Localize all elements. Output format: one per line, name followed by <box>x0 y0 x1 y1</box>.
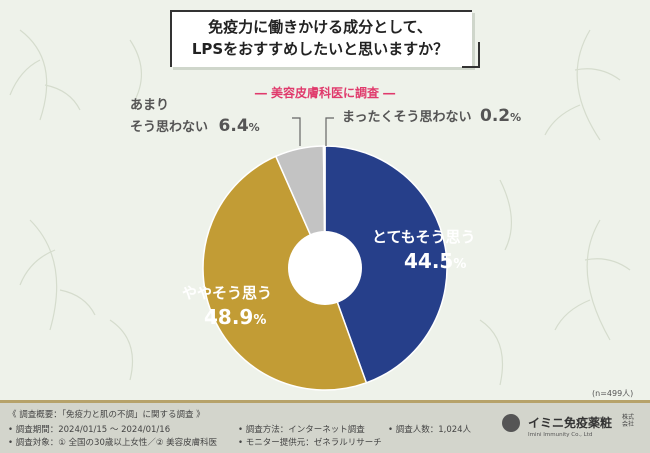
logo-name: イミニ免疫薬粧 <box>528 416 613 430</box>
label-mattaku: まったくそう思わない 0.2% <box>342 106 521 126</box>
slice-yaya <box>202 155 368 391</box>
footer-target: • 調査対象：① 全国の30歳以上女性／② 美容皮膚科医 <box>8 438 218 448</box>
label-yaya-percent: % <box>253 313 267 328</box>
logo-english: Imini Immunity Co., Ltd <box>528 432 593 438</box>
label-totemo-value: 44.5 <box>404 249 454 273</box>
chart-subtitle: ― 美容皮膚科医に調査 ― <box>254 86 396 100</box>
label-totemo: とてもそう思う 44.5% <box>372 226 476 273</box>
footer-period: • 調査期間：2024/01/15 ～ 2024/01/16 <box>8 425 171 435</box>
footer-count: • 調査人数：1,024人 <box>388 425 472 435</box>
company-logo: イミニ免疫薬粧 株式会社 Imini Immunity Co., Ltd <box>500 412 640 442</box>
leader-line-amari <box>292 117 301 146</box>
leaf-background <box>9 29 631 386</box>
chart-title-line-2: LPSをおすすめしたいと思いますか？ <box>191 40 449 58</box>
donut-hole <box>288 231 362 305</box>
label-yaya: ややそう思う 48.9% <box>182 282 272 329</box>
leader-line-mattaku <box>325 117 334 146</box>
survey-footer: 《 調査概要：「免疫力と肌の不調」に関する調査 》 • 調査期間：2024/01… <box>0 400 650 453</box>
label-mattaku-percent: % <box>510 111 522 124</box>
label-mattaku-text: まったくそう思わない <box>342 110 472 125</box>
label-yaya-value: 48.9 <box>204 305 254 329</box>
chart-title-line-1: 免疫力に働きかける成分として、 <box>208 18 432 36</box>
question-box-corner <box>462 42 480 68</box>
logo-emblem-icon <box>502 414 520 432</box>
logo-kk: 株式会社 <box>622 414 635 428</box>
leader-lines <box>292 117 334 146</box>
label-amari-percent: % <box>248 121 260 134</box>
footer-overview: 《 調査概要：「免疫力と肌の不調」に関する調査 》 <box>8 410 205 420</box>
label-mattaku-value: 0.2 <box>480 106 511 126</box>
label-amari-line-1: あまり <box>130 98 170 113</box>
footer-provider: • モニター提供元：ゼネラルリサーチ <box>238 438 382 448</box>
label-amari-value: 6.4 <box>218 116 249 136</box>
label-totemo-text: とてもそう思う <box>372 228 476 246</box>
chart-title: 免疫力に働きかける成分として、 LPSをおすすめしたいと思いますか？ <box>170 16 470 60</box>
label-amari: あまり そう思わない 6.4% <box>130 96 260 138</box>
donut-chart <box>202 145 448 391</box>
label-amari-line-2: そう思わない <box>130 120 209 135</box>
footer-method: • 調査方法：インターネット調査 <box>238 425 365 435</box>
label-yaya-text: ややそう思う <box>182 284 273 302</box>
slice-totemo <box>324 145 448 384</box>
label-totemo-percent: % <box>453 257 467 272</box>
sample-size: (n=499人) <box>592 389 634 398</box>
question-box <box>170 10 472 67</box>
